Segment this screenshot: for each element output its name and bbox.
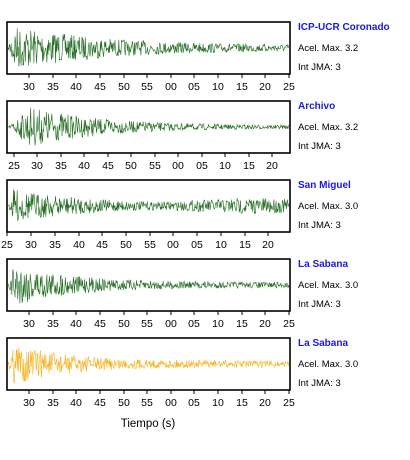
x-tick-label: 55 bbox=[144, 239, 156, 251]
x-tick-label: 20 bbox=[266, 160, 278, 172]
x-tick-label: 45 bbox=[102, 160, 114, 172]
x-tick-label: 25 bbox=[283, 318, 295, 330]
x-tick-label: 40 bbox=[78, 160, 90, 172]
seismogram-panel: 30 35 40 45 50 55 00 05 10 15 20 25 ICP-UCR Coronado… bbox=[6, 21, 390, 93]
x-tick-label: 20 bbox=[259, 81, 271, 93]
x-tick-label: 50 bbox=[118, 397, 130, 409]
x-tick-label: 55 bbox=[141, 81, 153, 93]
x-tick-label: 15 bbox=[236, 397, 248, 409]
waveform-trace bbox=[7, 347, 290, 384]
max-acceleration-label: Acel. Max. 3.0 bbox=[298, 201, 358, 212]
jma-intensity-label: Int JMA: 3 bbox=[298, 141, 341, 152]
max-acceleration-label: Acel. Max. 3.0 bbox=[298, 359, 358, 370]
x-tick-label: 40 bbox=[70, 397, 82, 409]
x-tick-label: 30 bbox=[25, 239, 37, 251]
x-tick-label: 00 bbox=[165, 397, 177, 409]
max-acceleration-label: Acel. Max. 3.2 bbox=[298, 122, 358, 133]
max-acceleration-label: Acel. Max. 3.2 bbox=[298, 43, 358, 54]
waveform-trace bbox=[7, 269, 290, 304]
x-tick-label: 30 bbox=[23, 397, 35, 409]
x-axis-label: Tiempo (s) bbox=[121, 418, 176, 430]
panel-frame bbox=[6, 258, 291, 312]
x-tick-label: 10 bbox=[212, 81, 224, 93]
x-tick-label: 55 bbox=[141, 318, 153, 330]
x-tick-label: 40 bbox=[70, 318, 82, 330]
panel-frame bbox=[6, 21, 291, 75]
x-tick-label: 25 bbox=[1, 239, 13, 251]
x-tick-label: 05 bbox=[188, 81, 200, 93]
x-tick-label: 15 bbox=[239, 239, 251, 251]
x-tick-label: 30 bbox=[23, 318, 35, 330]
x-tick-label: 50 bbox=[118, 81, 130, 93]
x-tick-label: 10 bbox=[219, 160, 231, 172]
x-tick-label: 50 bbox=[118, 318, 130, 330]
seismogram-panel: 30 35 40 45 50 55 00 05 10 15 20 25 La Sabana Acel. M… bbox=[6, 337, 358, 409]
x-tick-label: 35 bbox=[47, 397, 59, 409]
jma-intensity-label: Int JMA: 3 bbox=[298, 299, 341, 310]
x-tick-label: 40 bbox=[73, 239, 85, 251]
x-tick-label: 00 bbox=[165, 318, 177, 330]
x-tick-label: 45 bbox=[94, 318, 106, 330]
max-acceleration-label: Acel. Max. 3.0 bbox=[298, 280, 358, 291]
x-tick-label: 55 bbox=[149, 160, 161, 172]
x-tick-label: 35 bbox=[55, 160, 67, 172]
x-tick-label: 55 bbox=[141, 397, 153, 409]
x-tick-label: 45 bbox=[96, 239, 108, 251]
waveform-trace bbox=[7, 189, 290, 221]
x-tick-label: 50 bbox=[125, 160, 137, 172]
x-tick-label: 50 bbox=[120, 239, 132, 251]
x-tick-label: 00 bbox=[172, 160, 184, 172]
x-tick-label: 20 bbox=[262, 239, 274, 251]
x-tick-label: 25 bbox=[283, 397, 295, 409]
x-tick-label: 05 bbox=[188, 318, 200, 330]
station-name: Archivo bbox=[298, 101, 335, 112]
jma-intensity-label: Int JMA: 3 bbox=[298, 62, 341, 73]
x-tick-label: 00 bbox=[167, 239, 179, 251]
station-name: La Sabana bbox=[298, 338, 348, 349]
x-tick-label: 45 bbox=[94, 81, 106, 93]
x-tick-label: 45 bbox=[94, 397, 106, 409]
panel-frame bbox=[6, 179, 291, 233]
station-name: La Sabana bbox=[298, 259, 348, 270]
x-tick-label: 25 bbox=[8, 160, 20, 172]
x-tick-label: 05 bbox=[196, 160, 208, 172]
jma-intensity-label: Int JMA: 3 bbox=[298, 378, 341, 389]
x-tick-label: 15 bbox=[236, 81, 248, 93]
station-name: San Miguel bbox=[298, 180, 351, 191]
x-tick-label: 15 bbox=[243, 160, 255, 172]
x-tick-label: 20 bbox=[259, 397, 271, 409]
x-tick-label: 15 bbox=[236, 318, 248, 330]
x-tick-label: 05 bbox=[188, 397, 200, 409]
x-tick-label: 10 bbox=[212, 318, 224, 330]
seismogram-panel: 25 30 35 40 45 50 55 00 05 10 15 20 Archivo Acel. Max… bbox=[6, 100, 358, 172]
x-tick-label: 05 bbox=[191, 239, 203, 251]
x-tick-label: 30 bbox=[31, 160, 43, 172]
panel-frame bbox=[6, 100, 291, 154]
x-tick-label: 35 bbox=[49, 239, 61, 251]
x-tick-label: 25 bbox=[283, 81, 295, 93]
x-tick-label: 20 bbox=[259, 318, 271, 330]
x-tick-label: 35 bbox=[47, 318, 59, 330]
waveform-trace bbox=[7, 107, 290, 146]
panel-frame bbox=[6, 337, 291, 391]
x-tick-label: 10 bbox=[215, 239, 227, 251]
seismogram-panel: 25 30 35 40 45 50 55 00 05 10 15 20 San Miguel Acel. … bbox=[1, 179, 358, 251]
x-tick-label: 40 bbox=[70, 81, 82, 93]
jma-intensity-label: Int JMA: 3 bbox=[298, 220, 341, 231]
x-tick-label: 00 bbox=[165, 81, 177, 93]
x-tick-label: 35 bbox=[47, 81, 59, 93]
seismogram-panel: 30 35 40 45 50 55 00 05 10 15 20 25 La Sabana Acel. M… bbox=[6, 258, 358, 330]
x-tick-label: 30 bbox=[23, 81, 35, 93]
x-tick-label: 10 bbox=[212, 397, 224, 409]
waveform-trace bbox=[7, 28, 290, 67]
station-name: ICP-UCR Coronado bbox=[298, 22, 390, 33]
